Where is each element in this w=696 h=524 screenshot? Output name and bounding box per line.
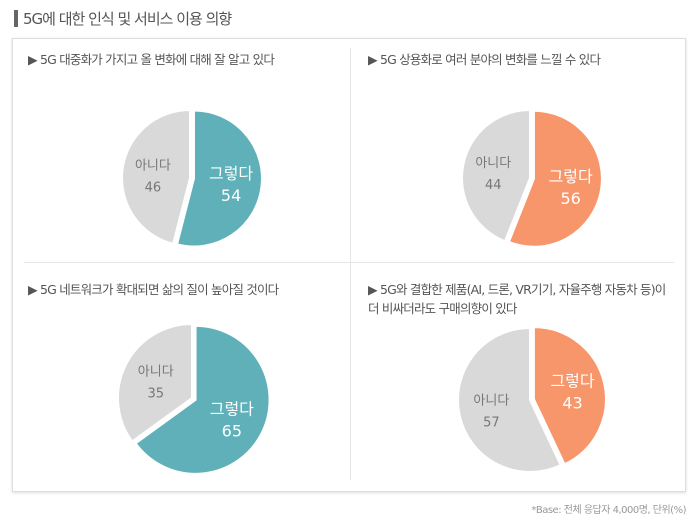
slice-value: 54: [221, 186, 241, 205]
question-2: ▶ 5G 상용화로 여러 분야의 변화를 느낄 수 있다: [368, 52, 601, 67]
slice-value: 57: [483, 416, 500, 431]
slice-label: 아니다: [135, 158, 171, 173]
slice-value: 46: [145, 180, 162, 195]
pie-slice-no: [121, 108, 191, 246]
pie-slice-yes: [507, 109, 603, 248]
slice-value: 56: [560, 189, 580, 208]
slice-value: 65: [222, 421, 242, 440]
pie-slice-yes: [134, 324, 271, 475]
slice-label: 그렇다: [209, 164, 253, 183]
slice-label: 아니다: [473, 394, 509, 409]
question-4: ▶ 5G와 결합한 제품(AI, 드론, VR기기, 자율주행 자동차 등)이 …: [368, 282, 666, 316]
question-1: ▶ 5G 대중화가 가지고 올 변화에 대해 잘 알고 있다: [28, 52, 275, 67]
divider: [24, 262, 674, 263]
slice-value: 35: [147, 387, 164, 402]
slice-label: 그렇다: [550, 371, 594, 390]
slice-value: 43: [562, 393, 582, 412]
question-3: ▶ 5G 네트워크가 확대되면 삶의 질이 높아질 것이다: [28, 282, 279, 297]
pie-slice-no: [117, 322, 193, 443]
pie-slice-no: [457, 326, 562, 473]
slice-label: 아니다: [475, 156, 511, 171]
pie-slice-no: [461, 108, 531, 243]
pie-slice-yes: [532, 326, 607, 466]
divider: [350, 48, 351, 480]
slice-label: 그렇다: [549, 167, 593, 186]
footnote: *Base: 전체 응답자 4,000명, 단위(%): [531, 505, 686, 516]
pie-slice-yes: [175, 109, 263, 248]
title-text: 5G에 대한 인식 및 서비스 이용 의향: [23, 10, 232, 28]
title-marker: [14, 10, 18, 27]
page-title: 5G에 대한 인식 및 서비스 이용 의향: [14, 8, 232, 29]
slice-value: 44: [485, 178, 502, 193]
slice-label: 그렇다: [210, 399, 254, 418]
chart-panel: [12, 38, 686, 492]
slice-label: 아니다: [138, 365, 174, 380]
